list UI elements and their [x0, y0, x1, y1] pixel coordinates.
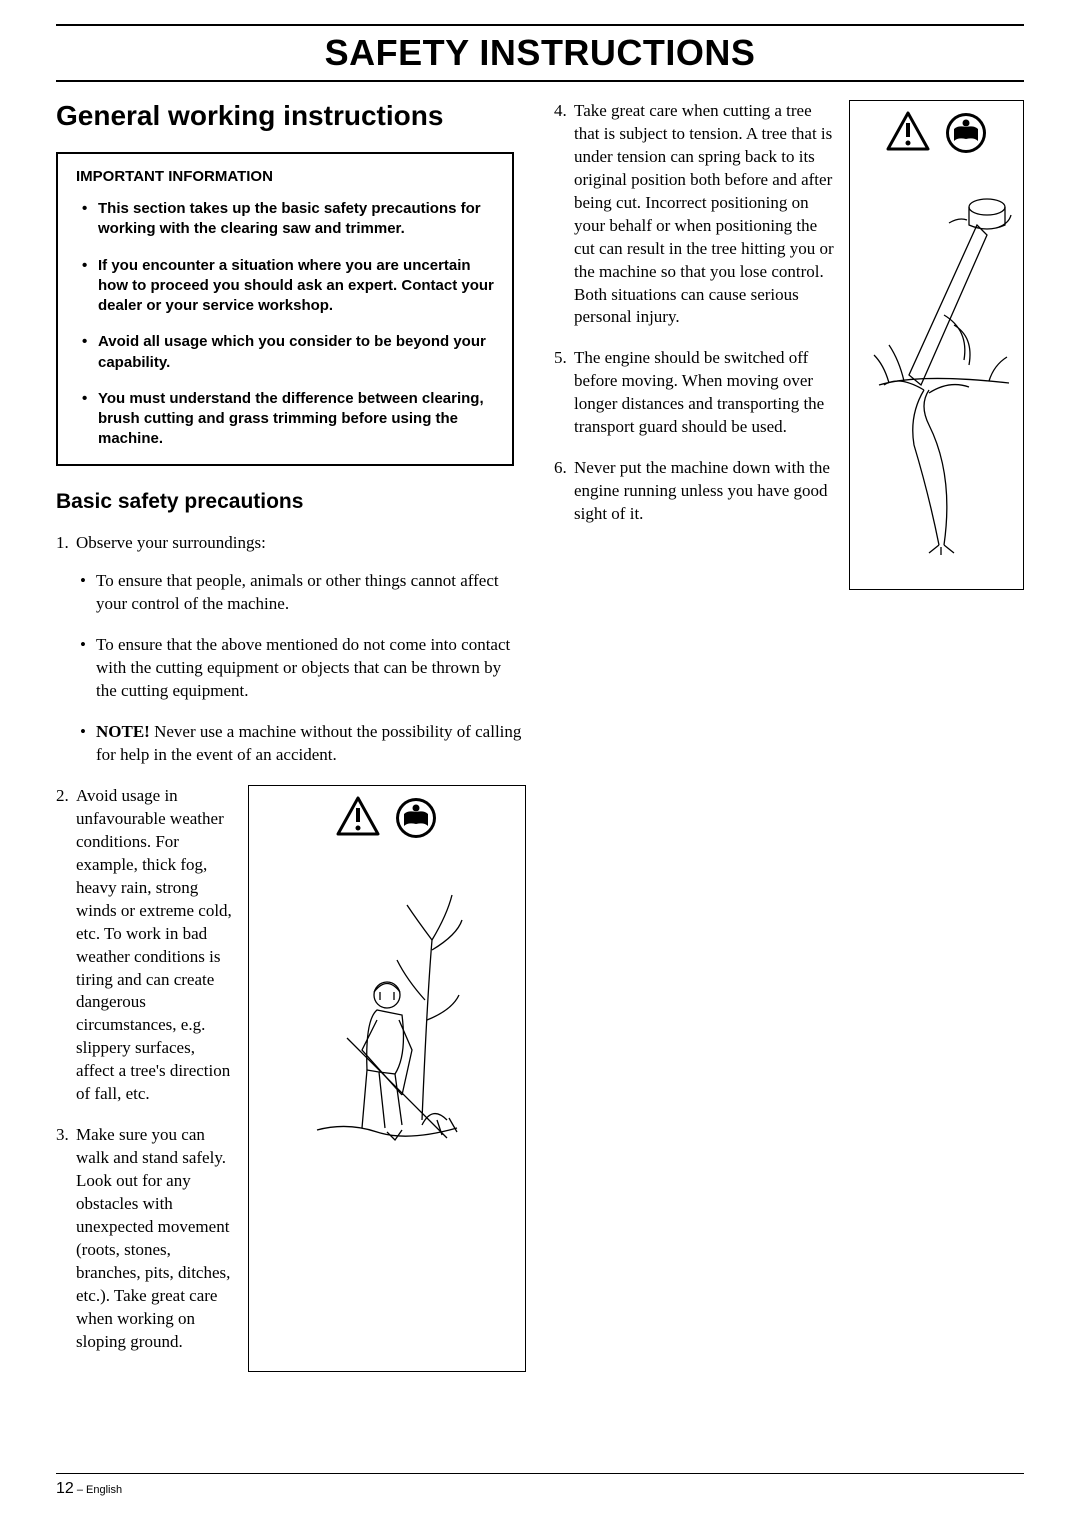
column-left: General working instructions IMPORTANT I…	[56, 100, 526, 1372]
important-info-box: IMPORTANT INFORMATION This section takes…	[56, 152, 514, 466]
footer-lang: English	[86, 1484, 122, 1496]
right-text: Take great care when cutting a tree that…	[554, 100, 837, 590]
precautions-list-left-cont: Avoid usage in unfavourable weather cond…	[56, 785, 236, 1354]
page-number: 12	[56, 1480, 74, 1497]
sub-list: To ensure that people, animals or other …	[76, 570, 526, 767]
warning-triangle-icon	[886, 111, 930, 151]
items-with-figure: Avoid usage in unfavourable weather cond…	[56, 785, 526, 1372]
warning-triangle-icon	[336, 796, 380, 836]
sub-item: NOTE! Never use a machine without the po…	[76, 721, 526, 767]
column-right: Take great care when cutting a tree that…	[554, 100, 1024, 1372]
sub-item: To ensure that the above mentioned do no…	[76, 634, 526, 703]
page-title: SAFETY INSTRUCTIONS	[56, 32, 1024, 74]
section-heading: General working instructions	[56, 100, 526, 132]
read-manual-icon	[944, 111, 988, 155]
footer-sep: –	[74, 1484, 86, 1496]
info-item: Avoid all usage which you consider to be…	[76, 332, 494, 373]
warning-icons-row	[886, 111, 988, 155]
list-item: Avoid usage in unfavourable weather cond…	[56, 785, 236, 1106]
list-item: The engine should be switched off before…	[554, 347, 837, 439]
list-text: Observe your surroundings:	[76, 533, 266, 552]
sub-item: To ensure that people, animals or other …	[76, 570, 526, 616]
note-label: NOTE!	[96, 722, 150, 741]
figure-tree-box	[849, 100, 1024, 590]
info-box-title: IMPORTANT INFORMATION	[76, 168, 494, 185]
list-item: Make sure you can walk and stand safely.…	[56, 1124, 236, 1353]
title-rule	[56, 80, 1024, 82]
info-list: This section takes up the basic safety p…	[76, 199, 494, 450]
list-item: Observe your surroundings: To ensure tha…	[56, 532, 526, 768]
bent-tree-illustration-icon	[859, 175, 1014, 555]
read-manual-icon	[394, 796, 438, 840]
figure-weather-box	[248, 785, 526, 1372]
precautions-list-right: Take great care when cutting a tree that…	[554, 100, 837, 526]
warning-icons-row	[336, 796, 438, 840]
right-stack: Take great care when cutting a tree that…	[554, 100, 1024, 590]
content-columns: General working instructions IMPORTANT I…	[56, 100, 1024, 1372]
page-footer: 12 – English	[56, 1473, 1024, 1498]
text-stack: Avoid usage in unfavourable weather cond…	[56, 785, 236, 1372]
info-item: If you encounter a situation where you a…	[76, 256, 494, 317]
note-text: Never use a machine without the possibil…	[96, 722, 521, 764]
list-item: Never put the machine down with the engi…	[554, 457, 837, 526]
subsection-heading: Basic safety precautions	[56, 490, 526, 514]
precautions-list-left: Observe your surroundings: To ensure tha…	[56, 532, 526, 768]
info-item: This section takes up the basic safety p…	[76, 199, 494, 240]
top-rule	[56, 24, 1024, 26]
operator-illustration-icon	[307, 860, 467, 1160]
info-item: You must understand the difference betwe…	[76, 389, 494, 450]
list-item: Take great care when cutting a tree that…	[554, 100, 837, 329]
